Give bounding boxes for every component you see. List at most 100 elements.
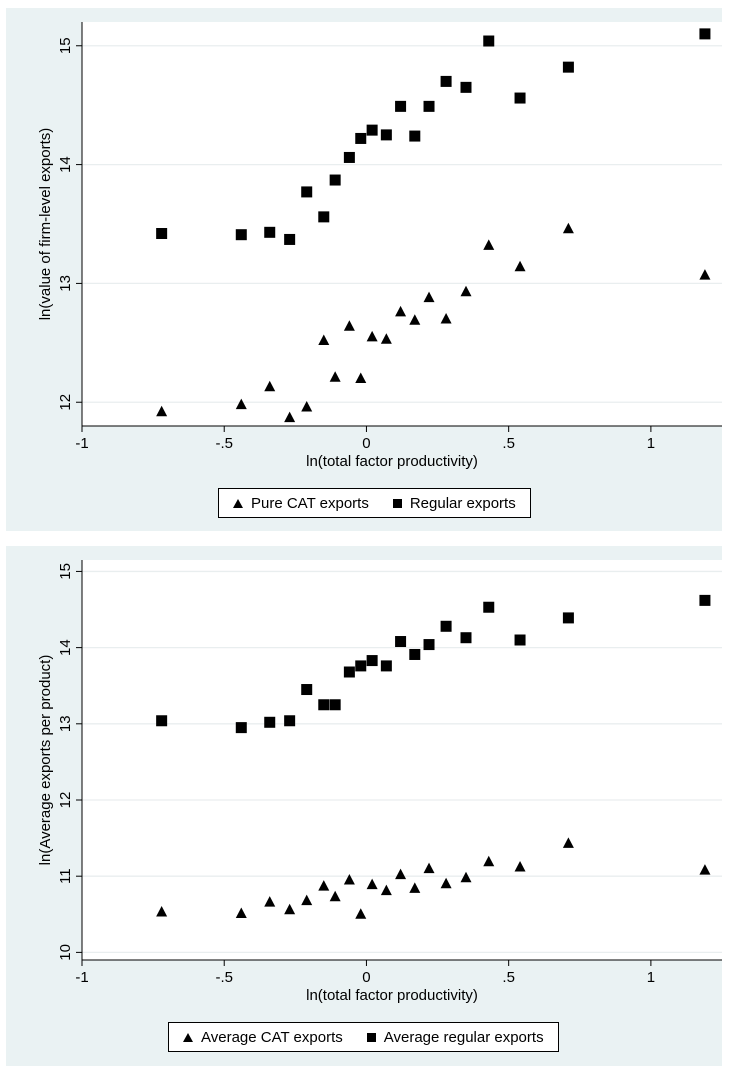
y-axis-title: ln(Average exports per product) xyxy=(37,655,54,866)
data-point-triangle xyxy=(264,380,276,392)
data-point-square xyxy=(409,648,421,660)
data-point-square xyxy=(343,666,355,678)
x-tick-label: 0 xyxy=(362,435,370,452)
legend-item-avg-cat: Average CAT exports xyxy=(183,1029,343,1046)
data-point-triangle xyxy=(409,882,421,893)
data-point-triangle xyxy=(423,291,435,303)
data-point-square xyxy=(264,226,276,238)
data-point-triangle xyxy=(423,862,435,874)
data-point-square xyxy=(318,211,330,223)
data-point-triangle xyxy=(699,269,711,280)
data-point-square xyxy=(562,612,574,624)
data-point-triangle xyxy=(460,285,472,297)
data-point-triangle xyxy=(380,333,392,344)
x-tick-label: 1 xyxy=(647,969,655,986)
square-marker-icon xyxy=(366,1032,376,1042)
data-point-square xyxy=(284,715,296,727)
scatter-plot-bottom: 10 11 12 13 14 15 -1 -.5 0 .5 1 ln(total factor pro… xyxy=(37,560,722,1004)
x-tick-label: -1 xyxy=(75,969,88,986)
data-point-square xyxy=(460,632,472,644)
data-point-square xyxy=(423,100,435,112)
data-point-triangle xyxy=(343,320,355,331)
data-point-triangle xyxy=(440,313,452,324)
x-tick-label: -.5 xyxy=(215,435,233,452)
data-point-triangle xyxy=(562,837,574,848)
triangle-marker-icon xyxy=(233,498,243,508)
plot-area xyxy=(82,22,722,426)
data-point-triangle xyxy=(301,894,313,906)
legend-item-regular: Regular exports xyxy=(392,494,516,512)
data-point-square xyxy=(343,151,355,163)
data-point-square xyxy=(514,634,526,646)
legend-bottom: Average CAT exports Average regular expo… xyxy=(168,1022,559,1052)
data-point-square xyxy=(483,601,495,613)
data-point-square xyxy=(562,61,574,73)
y-tick-label: 10 xyxy=(57,944,74,961)
x-tick-label: 0 xyxy=(362,969,370,986)
legend-label-regular: Regular exports xyxy=(409,494,516,512)
x-tick-label: .5 xyxy=(502,969,515,986)
x-tick-label: .5 xyxy=(502,435,515,452)
data-point-triangle xyxy=(156,906,168,917)
data-point-square xyxy=(483,35,495,47)
data-point-triangle xyxy=(301,400,313,412)
y-tick-label: 14 xyxy=(57,156,74,173)
data-point-square xyxy=(409,130,421,142)
data-point-triangle xyxy=(395,305,407,317)
data-point-triangle xyxy=(366,878,378,890)
plot-area xyxy=(82,560,722,960)
y-tick-label: 12 xyxy=(57,792,74,809)
data-point-triangle xyxy=(440,877,452,889)
y-tick-label: 11 xyxy=(57,868,74,884)
data-point-triangle xyxy=(395,868,407,880)
y-axis-title: ln(value of firm-level exports) xyxy=(37,128,54,321)
data-point-triangle xyxy=(318,334,330,345)
legend-label-avg-regular: Average regular exports xyxy=(383,1028,544,1046)
scatter-plot-top: 12 13 14 15 -1 -.5 0 .5 1 ln(total factor product… xyxy=(37,22,722,470)
data-point-triangle xyxy=(329,371,341,382)
data-point-square xyxy=(355,132,367,144)
data-point-square xyxy=(699,594,711,606)
data-point-triangle xyxy=(355,908,367,919)
legend-label-cat: Pure CAT exports xyxy=(251,494,369,512)
data-point-square xyxy=(395,636,407,648)
data-point-triangle xyxy=(235,907,247,919)
y-tick-label: 15 xyxy=(57,37,74,54)
legend-top: Pure CAT exports Regular exports xyxy=(218,488,531,518)
data-point-square xyxy=(380,129,392,141)
legend-item-cat: Pure CAT exports xyxy=(233,495,369,512)
y-tick-label: 12 xyxy=(57,394,74,411)
data-point-triangle xyxy=(483,855,495,867)
data-point-triangle xyxy=(355,372,367,383)
data-point-triangle xyxy=(284,903,296,915)
data-point-square xyxy=(380,660,392,672)
y-tick-label: 13 xyxy=(57,275,74,292)
data-point-triangle xyxy=(318,880,330,891)
data-point-square xyxy=(318,699,330,711)
data-point-square xyxy=(699,28,711,40)
x-tick-label: 1 xyxy=(647,435,655,452)
data-point-triangle xyxy=(366,330,378,342)
data-point-square xyxy=(301,684,313,696)
data-point-square xyxy=(366,124,378,136)
chart-panel-top: 12 13 14 15 -1 -.5 0 .5 1 ln(total factor product… xyxy=(6,8,722,531)
data-point-square xyxy=(423,639,435,651)
data-point-triangle xyxy=(514,260,526,272)
data-point-square xyxy=(329,699,341,711)
y-tick-label: 15 xyxy=(57,563,74,580)
data-point-triangle xyxy=(409,314,421,325)
data-point-square xyxy=(440,75,452,87)
data-point-square xyxy=(514,92,526,104)
data-point-square xyxy=(301,186,313,198)
data-point-triangle xyxy=(235,398,247,410)
data-point-square xyxy=(460,81,472,93)
data-point-square xyxy=(156,228,168,240)
data-point-square xyxy=(264,716,276,728)
data-point-square xyxy=(235,229,247,241)
y-tick-label: 13 xyxy=(57,715,74,732)
data-point-triangle xyxy=(483,239,495,250)
data-point-triangle xyxy=(460,871,472,883)
legend-label-avg-cat: Average CAT exports xyxy=(201,1028,343,1046)
x-axis-title: ln(total factor productivity) xyxy=(306,987,478,1004)
square-marker-icon xyxy=(392,498,402,508)
